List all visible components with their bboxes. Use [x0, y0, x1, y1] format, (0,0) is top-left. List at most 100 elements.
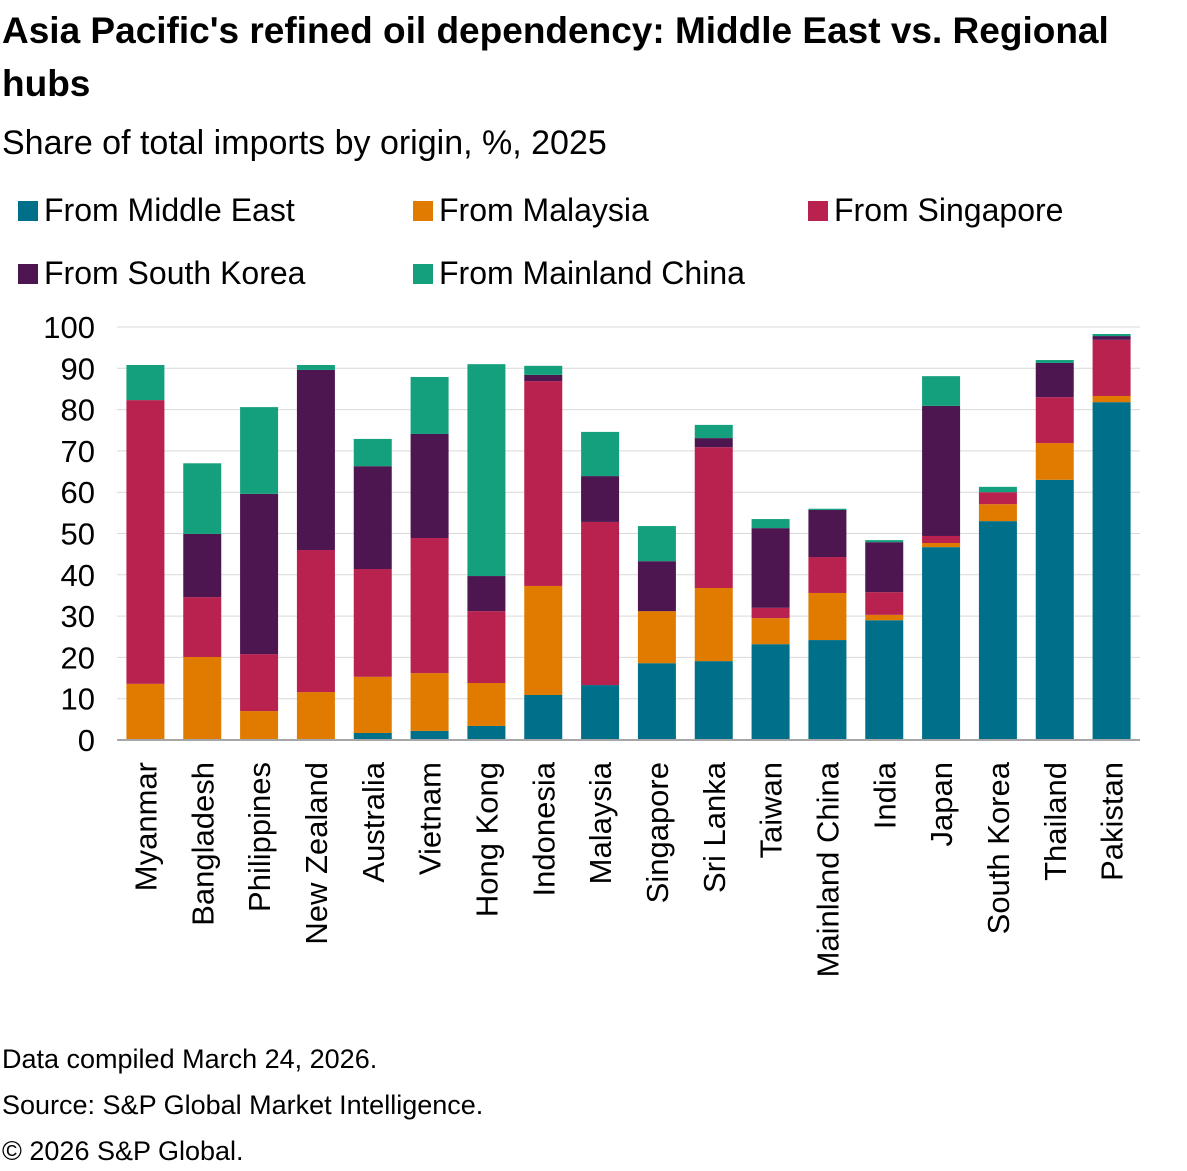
bar-segment	[183, 463, 222, 534]
bar-segment	[1092, 336, 1131, 340]
x-tick-label: Taiwan	[754, 762, 789, 859]
bar-segment	[410, 538, 449, 674]
bar-segment	[922, 542, 961, 548]
bar-segment	[1092, 339, 1131, 396]
bar-segment	[865, 592, 904, 615]
bar-segment	[751, 618, 790, 645]
legend-item: From Malaysia	[413, 192, 649, 229]
legend-label: From South Korea	[44, 255, 306, 291]
bar-segment	[808, 557, 847, 593]
x-tick-label: Japan	[924, 762, 959, 846]
bar-segment	[808, 640, 847, 740]
bar-segment	[694, 447, 733, 589]
bar-segment	[353, 466, 392, 570]
bar-segment	[126, 364, 165, 401]
y-tick-label: 70	[61, 434, 95, 469]
bar-segment	[183, 656, 222, 740]
bar-segment	[524, 381, 563, 586]
legend-item: From South Korea	[18, 255, 305, 292]
bar-segment	[922, 376, 961, 406]
y-tick-label: 0	[78, 723, 95, 758]
bar-segment	[922, 547, 961, 740]
bar-segment	[524, 365, 563, 375]
bar-segment	[808, 508, 847, 510]
bar-segment	[865, 542, 904, 593]
bar-segment	[353, 732, 392, 740]
x-tick-label: Sri Lanka	[697, 761, 732, 893]
bar-segment	[694, 438, 733, 448]
bar-segment	[808, 592, 847, 641]
bar-segment	[240, 654, 279, 712]
x-tick-label: Myanmar	[128, 762, 163, 891]
y-tick-label: 80	[61, 393, 95, 428]
bar-segment	[353, 569, 392, 677]
bar-segment	[467, 683, 506, 726]
y-tick-label: 50	[61, 517, 95, 552]
legend-label: From Singapore	[834, 192, 1064, 228]
bar-segment	[1092, 334, 1131, 337]
x-tick-label: Singapore	[640, 762, 675, 903]
bar-segment	[865, 614, 904, 621]
legend-item: From Mainland China	[413, 255, 745, 292]
bar-segment	[467, 725, 506, 740]
bar-segment	[126, 400, 165, 684]
y-tick-label: 60	[61, 475, 95, 510]
legend-swatch	[18, 263, 38, 284]
chart-title: Asia Pacific's refined oil dependency: M…	[2, 10, 1109, 104]
bar-segment	[1035, 360, 1074, 363]
bar-segment	[467, 364, 506, 577]
bar-segment	[240, 711, 279, 740]
bar-segment	[637, 526, 676, 562]
bar-segment	[467, 576, 506, 612]
bar-segment	[126, 683, 165, 740]
stacked-bar-chart: 0 10 20 30 40 50 60 70 80 90 100 Myanmar Bangladesh P…	[43, 310, 1140, 977]
legend-swatch	[413, 263, 433, 284]
bar-segment	[296, 550, 335, 693]
bar-segment	[524, 585, 563, 695]
bar-segment	[751, 644, 790, 740]
x-tick-label: South Korea	[981, 761, 1016, 934]
bar-segment	[1035, 479, 1074, 740]
bar-segment	[922, 405, 961, 536]
bar-segment	[808, 509, 847, 558]
bar-segment	[410, 376, 449, 434]
bar-segment	[353, 676, 392, 733]
bar-segment	[1035, 443, 1074, 480]
legend-item: From Singapore	[808, 192, 1063, 229]
x-tick-label: Hong Kong	[469, 762, 504, 917]
x-tick-label: New Zealand	[299, 762, 334, 945]
bar-segment	[1092, 395, 1131, 403]
footer-copyright: © 2026 S&P Global.	[2, 1136, 244, 1166]
x-tick-label: Vietnam	[413, 762, 448, 875]
bar-segment	[296, 364, 335, 370]
bar-segment	[410, 730, 449, 740]
bar-segment	[240, 407, 279, 494]
bar-segment	[751, 528, 790, 608]
legend-label: From Middle East	[44, 192, 295, 228]
bar-segment	[581, 476, 620, 522]
x-tick-label: Malaysia	[583, 761, 618, 884]
bar-segment	[183, 597, 222, 657]
bar-segment	[240, 493, 279, 655]
y-tick-label: 30	[61, 599, 95, 634]
legend-swatch	[808, 200, 828, 221]
legend-swatch	[18, 200, 38, 221]
bar-segment	[524, 374, 563, 382]
bar-segment	[637, 611, 676, 664]
x-tick-label: Philippines	[242, 762, 277, 912]
bar-segment	[581, 685, 620, 740]
x-tick-label: India	[867, 761, 902, 829]
y-tick-label: 100	[43, 310, 95, 345]
bar-segment	[296, 692, 335, 740]
bar-segment	[467, 611, 506, 684]
bar-segment	[637, 663, 676, 740]
bar-segment	[1035, 362, 1074, 398]
bar-segment	[751, 607, 790, 619]
bar-segment	[637, 561, 676, 612]
bar-segment	[353, 438, 392, 467]
footer-source: Source: S&P Global Market Intelligence.	[2, 1090, 484, 1120]
x-tick-label: Bangladesh	[185, 762, 220, 926]
x-tick-label: Indonesia	[526, 761, 561, 896]
bar-segment	[694, 661, 733, 740]
legend-swatch	[413, 200, 433, 221]
